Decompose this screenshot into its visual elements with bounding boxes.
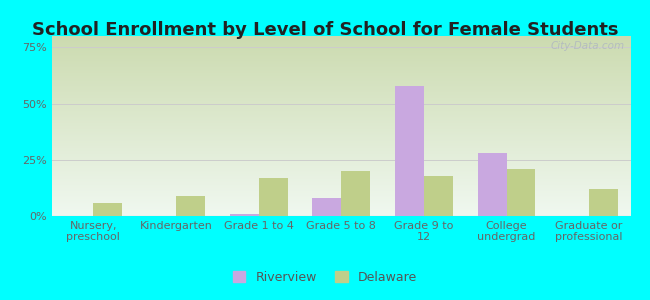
Bar	[478, 153, 506, 216]
Bar	[341, 171, 370, 216]
Bar	[259, 178, 287, 216]
Bar	[506, 169, 536, 216]
Bar	[312, 198, 341, 216]
Text: School Enrollment by Level of School for Female Students: School Enrollment by Level of School for…	[32, 21, 618, 39]
Bar	[229, 214, 259, 216]
Bar	[176, 196, 205, 216]
Bar	[589, 189, 618, 216]
Legend: Riverview, Delaware: Riverview, Delaware	[229, 267, 421, 288]
Bar	[424, 176, 453, 216]
Bar	[94, 202, 122, 216]
Bar	[395, 85, 424, 216]
Text: City-Data.com: City-Data.com	[551, 41, 625, 51]
